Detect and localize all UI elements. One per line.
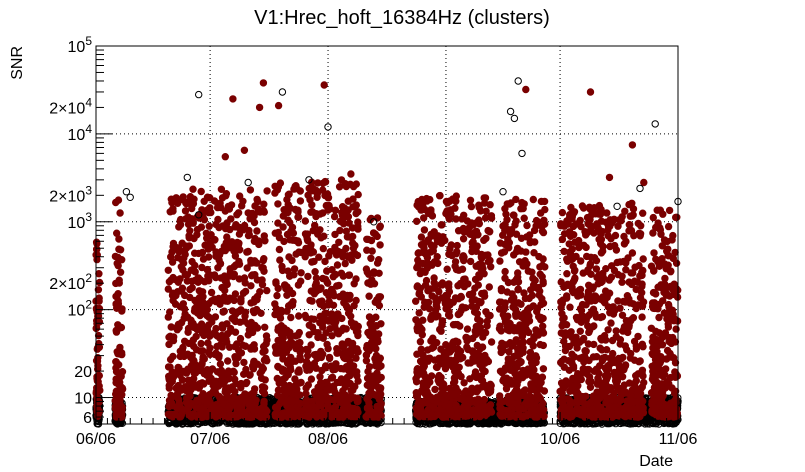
cluster-point-open — [619, 419, 627, 427]
cluster-point — [94, 286, 103, 294]
cluster-point — [93, 345, 102, 353]
cluster-point — [93, 357, 102, 365]
cluster-point — [92, 238, 101, 246]
cluster-point — [94, 331, 103, 340]
scatter-points — [92, 77, 682, 428]
cluster-point — [95, 382, 103, 390]
cluster-point — [95, 278, 104, 287]
chart-title: V1:Hrec_hoft_16384Hz (clusters) — [254, 7, 550, 29]
cluster-point — [95, 270, 103, 278]
cluster-point-open — [536, 419, 545, 427]
